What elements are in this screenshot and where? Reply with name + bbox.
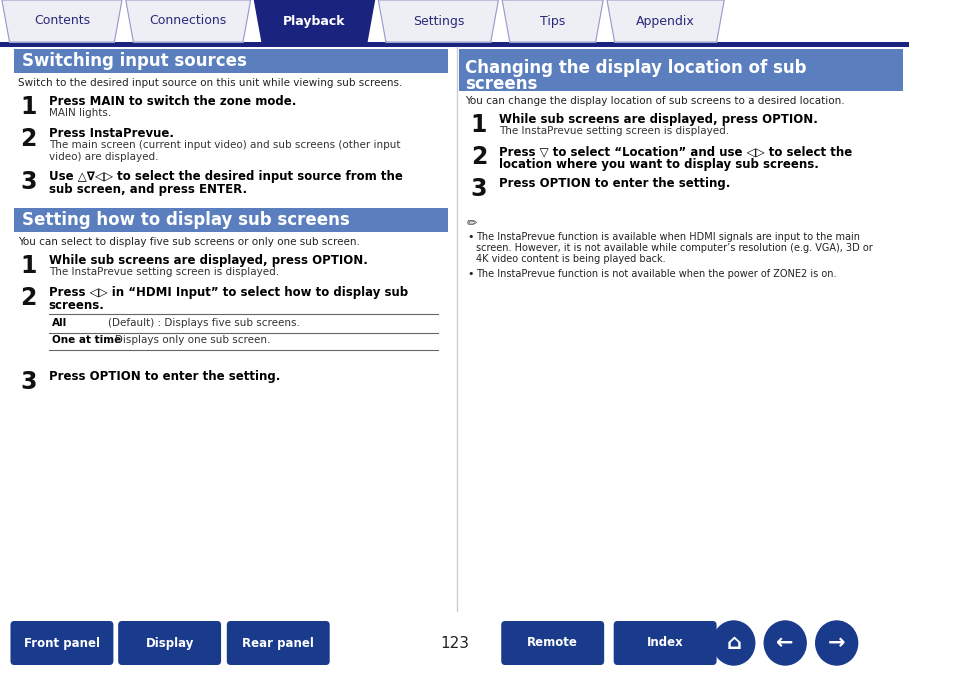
Text: Press ◁▷ in “HDMI Input” to select how to display sub: Press ◁▷ in “HDMI Input” to select how t… [49,286,407,299]
Text: screens.: screens. [49,299,105,312]
Text: MAIN lights.: MAIN lights. [49,108,111,118]
Text: screens: screens [464,75,537,93]
Text: Rear panel: Rear panel [242,637,314,649]
Text: ✏: ✏ [466,217,476,230]
Text: Display: Display [145,637,193,649]
Polygon shape [378,0,497,42]
Text: Remote: Remote [527,637,578,649]
Text: Press OPTION to enter the setting.: Press OPTION to enter the setting. [49,370,279,383]
Text: The InstaPrevue setting screen is displayed.: The InstaPrevue setting screen is displa… [498,126,729,136]
Text: Playback: Playback [283,15,345,28]
Text: Use △∇◁▷ to select the desired input source from the: Use △∇◁▷ to select the desired input sou… [49,170,402,183]
Text: screen. However, it is not available while computer’s resolution (e.g. VGA), 3D : screen. However, it is not available whi… [476,243,872,253]
Text: 1: 1 [20,254,36,278]
Text: Index: Index [646,637,682,649]
FancyBboxPatch shape [14,49,447,73]
Text: 123: 123 [439,635,469,651]
Text: Contents: Contents [34,15,90,28]
Text: Appendix: Appendix [636,15,695,28]
Text: The main screen (current input video) and sub screens (other input: The main screen (current input video) an… [49,140,399,150]
Polygon shape [606,0,723,42]
Text: Press ▽ to select “Location” and use ◁▷ to select the: Press ▽ to select “Location” and use ◁▷ … [498,145,852,158]
Text: •: • [466,269,473,279]
Text: You can select to display five sub screens or only one sub screen.: You can select to display five sub scree… [18,237,359,247]
Text: 2: 2 [470,145,487,169]
Text: 3: 3 [20,170,36,194]
FancyBboxPatch shape [458,49,902,91]
Text: While sub screens are displayed, press OPTION.: While sub screens are displayed, press O… [498,113,818,126]
Text: : Displays only one sub screen.: : Displays only one sub screen. [108,335,270,345]
Text: 1: 1 [20,95,36,119]
Text: Press MAIN to switch the zone mode.: Press MAIN to switch the zone mode. [49,95,295,108]
Text: 1: 1 [470,113,487,137]
Text: Settings: Settings [413,15,463,28]
Text: 2: 2 [20,286,36,310]
Text: Changing the display location of sub: Changing the display location of sub [464,59,805,77]
Text: Connections: Connections [150,15,227,28]
Text: You can change the display location of sub screens to a desired location.: You can change the display location of s… [464,96,843,106]
Text: Switching input sources: Switching input sources [22,52,247,70]
Polygon shape [254,0,375,42]
Polygon shape [126,0,251,42]
Circle shape [815,621,857,665]
Circle shape [712,621,754,665]
Text: ⌂: ⌂ [725,633,740,653]
Circle shape [763,621,805,665]
FancyBboxPatch shape [613,621,716,665]
Text: Setting how to display sub screens: Setting how to display sub screens [22,211,350,229]
Text: →: → [827,633,844,653]
Polygon shape [501,0,602,42]
Text: video) are displayed.: video) are displayed. [49,152,158,162]
Text: The InstaPrevue function is available when HDMI signals are input to the main: The InstaPrevue function is available wh… [476,232,860,242]
Text: One at time: One at time [52,335,122,345]
Text: 2: 2 [20,127,36,151]
Text: Tips: Tips [539,15,565,28]
Text: Switch to the desired input source on this unit while viewing sub screens.: Switch to the desired input source on th… [18,78,402,88]
Text: Press InstaPrevue.: Press InstaPrevue. [49,127,173,140]
Text: All: All [52,318,68,328]
FancyBboxPatch shape [227,621,330,665]
FancyBboxPatch shape [14,208,447,232]
Text: sub screen, and press ENTER.: sub screen, and press ENTER. [49,183,247,196]
Text: The InstaPrevue function is not available when the power of ZONE2 is on.: The InstaPrevue function is not availabl… [476,269,836,279]
Text: (Default) : Displays five sub screens.: (Default) : Displays five sub screens. [108,318,299,328]
Text: 4K video content is being played back.: 4K video content is being played back. [476,254,665,264]
FancyBboxPatch shape [118,621,221,665]
Text: 3: 3 [20,370,36,394]
Polygon shape [2,0,122,42]
Text: 3: 3 [470,177,487,201]
Text: ←: ← [776,633,793,653]
Text: location where you want to display sub screens.: location where you want to display sub s… [498,158,819,171]
Text: •: • [466,232,473,242]
FancyBboxPatch shape [0,42,908,47]
FancyBboxPatch shape [10,621,113,665]
Text: Press OPTION to enter the setting.: Press OPTION to enter the setting. [498,177,730,190]
Text: While sub screens are displayed, press OPTION.: While sub screens are displayed, press O… [49,254,367,267]
Text: The InstaPrevue setting screen is displayed.: The InstaPrevue setting screen is displa… [49,267,278,277]
FancyBboxPatch shape [500,621,603,665]
Text: Front panel: Front panel [24,637,100,649]
